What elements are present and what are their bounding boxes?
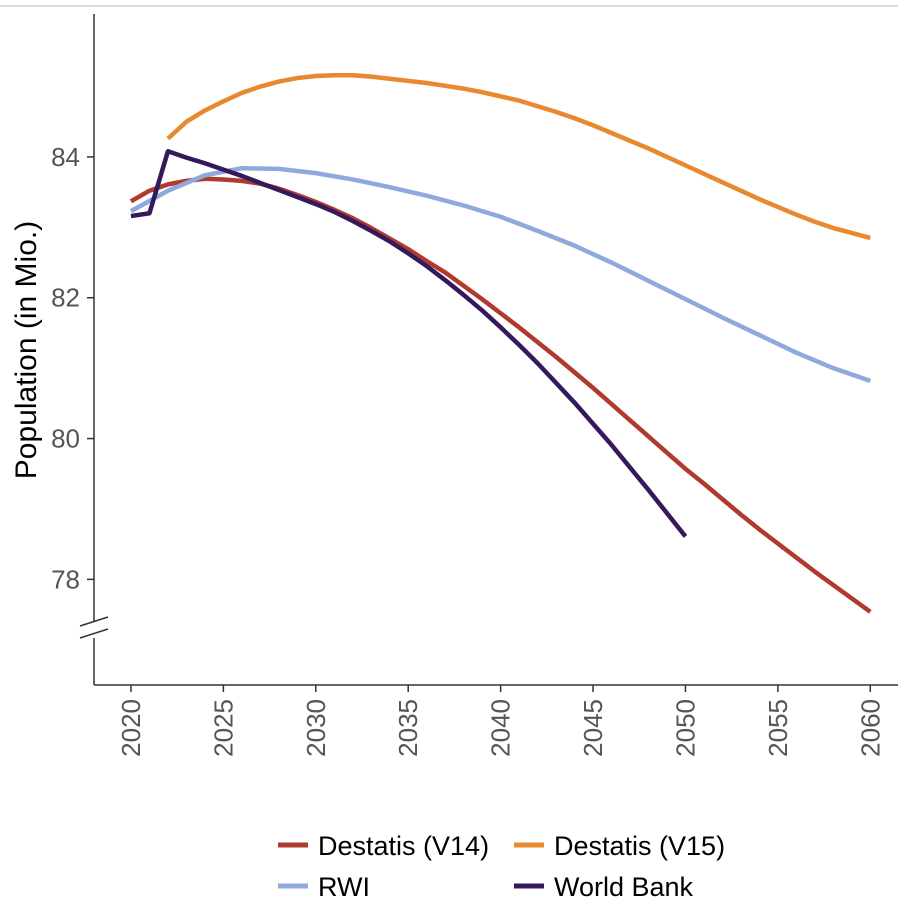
legend: Destatis (V14) Destatis (V15) RWI World Ban… (278, 831, 725, 900)
x-tick-label: 2035 (393, 699, 423, 757)
x-axis: 2020 2025 2030 2035 2040 2045 2050 2055 2060 (94, 685, 898, 757)
x-tick-label: 2050 (670, 699, 700, 757)
legend-label: Destatis (V15) (554, 831, 725, 861)
series-line-destatis-v15 (168, 75, 870, 238)
y-tick-label: 82 (51, 283, 80, 313)
legend-item: Destatis (V15) (514, 831, 725, 861)
x-tick-label: 2025 (208, 699, 238, 757)
legend-item: Destatis (V14) (278, 831, 489, 861)
x-tick-label: 2020 (116, 699, 146, 757)
x-tick-label: 2055 (763, 699, 793, 757)
legend-item: RWI (278, 872, 370, 900)
x-tick-label: 2060 (855, 699, 885, 757)
legend-label: RWI (318, 872, 370, 900)
legend-label: World Bank (554, 872, 694, 900)
x-tick-label: 2040 (486, 699, 516, 757)
series-line-destatis-v14 (131, 179, 870, 612)
x-tick-label: 2045 (578, 699, 608, 757)
legend-label: Destatis (V14) (318, 831, 489, 861)
series-line-world-bank (131, 151, 685, 536)
series-lines (131, 75, 870, 612)
axis-break-mark (80, 629, 108, 638)
y-tick-label: 80 (51, 424, 80, 454)
y-tick-label: 84 (51, 142, 80, 172)
y-axis: 78 80 82 84 (51, 14, 108, 685)
x-tick-label: 2030 (301, 699, 331, 757)
legend-item: World Bank (514, 872, 694, 900)
y-tick-label: 78 (51, 564, 80, 594)
y-axis-title: Population (in Mio.) (10, 221, 43, 479)
